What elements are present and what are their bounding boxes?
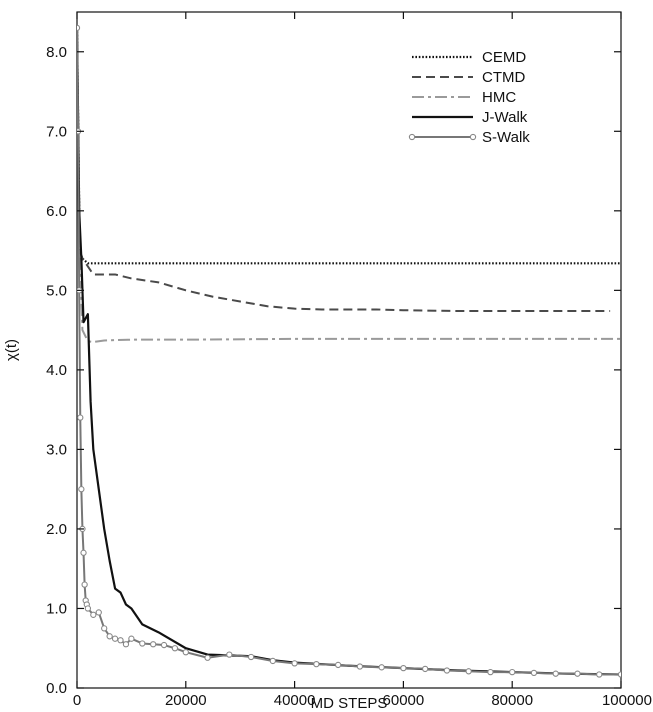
- x-tick-label: 60000: [383, 692, 425, 709]
- series-point-s-walk: [247, 653, 255, 661]
- series-point-s-walk: [80, 549, 87, 556]
- series-point-s-walk: [552, 670, 559, 677]
- y-tick-label: 5.0: [46, 282, 67, 299]
- series-point-s-walk: [269, 657, 276, 665]
- series-point-s-walk: [106, 633, 113, 640]
- y-tick-label: 8.0: [46, 44, 67, 61]
- y-tick-label: 0.0: [46, 680, 67, 697]
- legend-label: S-Walk: [482, 129, 530, 146]
- legend-label: HMC: [482, 89, 516, 106]
- series-line-hmc: [77, 27, 621, 344]
- series-point-s-walk: [313, 660, 320, 668]
- series-point-s-walk: [77, 414, 84, 421]
- series-point-s-walk: [90, 611, 97, 618]
- series-point-s-walk: [150, 641, 157, 648]
- series-point-s-walk: [487, 668, 494, 676]
- x-tick-label: 40000: [274, 692, 316, 709]
- series-point-s-walk: [122, 641, 130, 648]
- series-line-ctmd: [77, 27, 611, 313]
- series-line-j-walk: [77, 27, 621, 676]
- y-tick-label: 4.0: [46, 362, 67, 379]
- plot-frame: [76, 11, 622, 689]
- series-layer: [77, 24, 621, 678]
- y-tick-label: 2.0: [46, 521, 67, 538]
- x-axis-title: MD STEPS: [311, 695, 388, 712]
- series-point-s-walk: [400, 664, 407, 672]
- series-point-s-walk: [291, 660, 298, 667]
- x-tick-label: 0: [73, 692, 81, 709]
- series-point-s-walk: [139, 640, 146, 647]
- legend-label: CEMD: [482, 49, 526, 66]
- series-point-s-walk: [160, 641, 168, 649]
- series-point-s-walk: [378, 664, 385, 671]
- series-point-s-walk: [422, 665, 429, 673]
- series-point-s-walk: [204, 654, 211, 661]
- series-line-cemd: [77, 27, 621, 265]
- legend-label: J-Walk: [482, 109, 528, 126]
- series-point-s-walk: [334, 661, 342, 669]
- series-point-s-walk: [81, 581, 88, 588]
- x-tick-label: 20000: [165, 692, 207, 709]
- x-tick-label: 100000: [602, 692, 652, 709]
- legend-marker: [469, 133, 477, 141]
- series-point-s-walk: [128, 635, 135, 642]
- series-point-s-walk: [509, 668, 516, 676]
- y-tick-label: 1.0: [46, 600, 67, 617]
- y-tick-label: 3.0: [46, 441, 67, 458]
- y-tick-label: 7.0: [46, 123, 67, 140]
- series-point-s-walk: [465, 668, 472, 675]
- series-point-s-walk: [77, 24, 81, 32]
- legend: CEMD CTMD HMC J-Walk S-Walk: [408, 49, 530, 146]
- series-point-s-walk: [111, 635, 119, 642]
- series-point-s-walk: [101, 625, 108, 632]
- legend-label: CTMD: [482, 69, 525, 86]
- series-point-s-walk: [530, 669, 538, 677]
- series-point-s-walk: [574, 670, 581, 677]
- y-tick-label: 6.0: [46, 203, 67, 220]
- legend-marker: [408, 133, 416, 141]
- y-axis-title: χ(t): [3, 339, 20, 361]
- series-point-s-walk: [171, 645, 179, 652]
- series-point-s-walk: [117, 637, 124, 644]
- series-point-s-walk: [226, 651, 233, 658]
- series-point-s-walk: [596, 671, 603, 678]
- series-point-s-walk: [182, 649, 189, 656]
- series-point-s-walk: [617, 671, 621, 678]
- x-tick-label: 80000: [491, 692, 533, 709]
- series-point-s-walk: [95, 609, 102, 616]
- ticks-layer: 0 20000 40000 60000 80000 100000 0.0 1.0 2.0 3.0 4…: [46, 12, 652, 709]
- series-line-s-walk: [77, 27, 621, 676]
- series-point-s-walk: [78, 486, 85, 493]
- series-point-s-walk: [84, 605, 92, 612]
- series-point-s-walk: [356, 663, 364, 670]
- series-point-s-walk: [443, 667, 451, 674]
